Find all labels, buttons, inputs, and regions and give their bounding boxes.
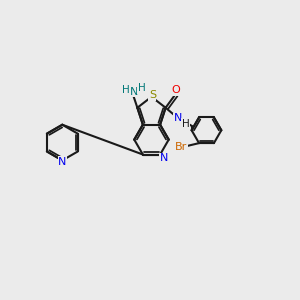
Text: Br: Br [175, 142, 187, 152]
Text: H: H [122, 85, 130, 95]
Text: H: H [138, 83, 146, 93]
Text: H: H [182, 118, 190, 129]
Text: S: S [149, 90, 156, 100]
Text: O: O [171, 85, 180, 95]
Text: N: N [160, 153, 168, 163]
Text: N: N [130, 87, 138, 97]
Text: N: N [173, 113, 182, 123]
Text: N: N [58, 157, 67, 167]
